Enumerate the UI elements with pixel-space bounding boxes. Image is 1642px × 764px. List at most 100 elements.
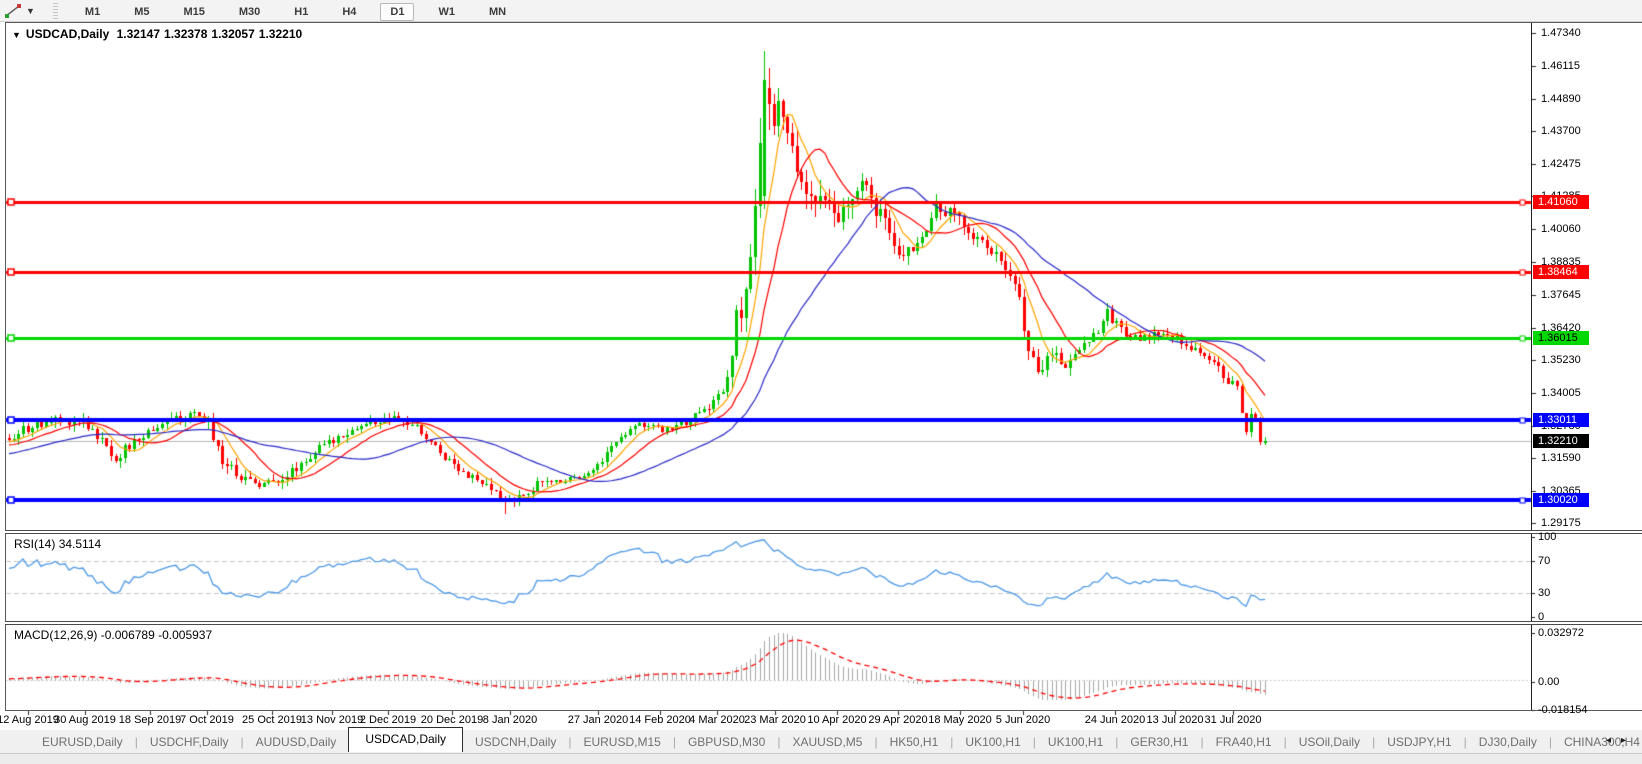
date-tick-label: 5 Jun 2020 <box>995 714 1051 726</box>
date-tick-label: 14 Feb 2020 <box>629 714 691 726</box>
date-tick-label: 25 Oct 2019 <box>242 714 302 726</box>
date-tick-label: 7 Oct 2019 <box>180 714 234 726</box>
panel-splitter-macd[interactable] <box>5 621 1642 625</box>
chart-tab[interactable]: GER30,H1 <box>1130 734 1189 749</box>
chart-tab[interactable]: USDCNH,Daily <box>475 734 557 749</box>
chart-tab[interactable]: UK100,H1 <box>1047 734 1104 749</box>
price-tick-label: 1.35230 <box>1541 353 1581 366</box>
price-line-badge: 1.41060 <box>1533 195 1589 210</box>
tab-separator: | <box>777 734 781 749</box>
window-border-left <box>5 22 6 711</box>
date-tick-label: 13 Nov 2019 <box>300 714 364 726</box>
chart-tab[interactable]: USDCHF,Daily <box>149 734 229 749</box>
date-tick-label: 27 Jan 2020 <box>567 714 629 726</box>
price-line-badge: 1.38464 <box>1533 265 1589 280</box>
rsi-axis-label: 100 <box>1538 531 1557 543</box>
tab-separator: | <box>1463 734 1467 749</box>
price-line-badge: 1.33011 <box>1533 412 1589 427</box>
chart-tab[interactable]: AUDUSD,Daily <box>255 734 337 749</box>
tab-separator: | <box>1032 734 1036 749</box>
timeframe-button-m5[interactable]: M5 <box>134 5 150 18</box>
macd-label: MACD(12,26,9) -0.006789 -0.005937 <box>14 628 213 642</box>
chart-tab[interactable]: UK100,H1 <box>965 734 1021 749</box>
date-tick-label: 30 Aug 2019 <box>54 714 116 726</box>
date-tick-label: 23 Mar 2020 <box>744 714 806 726</box>
chart-tab[interactable]: EURUSD,Daily <box>42 734 123 749</box>
tab-separator: | <box>568 734 572 749</box>
chart-tab[interactable]: DJ30,Daily <box>1478 734 1537 749</box>
timeframe-button-mn[interactable]: MN <box>488 5 507 18</box>
price-tick-label: 1.44890 <box>1541 93 1581 106</box>
macd-axis-label: -0.018154 <box>1538 703 1588 716</box>
tab-separator: | <box>240 734 244 749</box>
price-line-badge: 1.30020 <box>1533 493 1589 508</box>
price-tick-label: 1.46115 <box>1541 60 1580 73</box>
chart-title: ▼ USDCAD,Daily 1.32147 1.32378 1.32057 1.322… <box>12 27 306 41</box>
tab-separator: | <box>1283 734 1287 749</box>
price-tick-label: 1.40060 <box>1541 223 1581 236</box>
timeframe-button-m30[interactable]: M30 <box>238 5 261 18</box>
chart-tab[interactable]: GBPUSD,M30 <box>687 734 766 749</box>
date-tick-label: 31 Jul 2020 <box>1204 714 1262 726</box>
price-tick-label: 1.37645 <box>1541 288 1581 301</box>
price-tick-label: 1.29175 <box>1541 517 1581 529</box>
chart-tab[interactable]: HK50,H1 <box>889 734 939 749</box>
tab-separator: | <box>672 734 676 749</box>
price-tick-label: 1.43700 <box>1541 125 1581 138</box>
panel-splitter-rsi[interactable] <box>5 530 1642 534</box>
tab-scroll-right-icon[interactable]: ▸ <box>1620 735 1636 746</box>
chart-tab[interactable]: USDCAD,Daily <box>348 727 463 752</box>
date-tick-label: 29 Apr 2020 <box>868 714 928 726</box>
tab-bar-strip <box>0 753 1642 764</box>
tab-scroll-left-icon[interactable]: ◂ <box>1605 735 1621 746</box>
chart-tab[interactable]: USDJPY,H1 <box>1387 734 1452 749</box>
window-border-bottom <box>5 710 1642 711</box>
tab-separator: | <box>1548 734 1552 749</box>
chart-tab[interactable]: XAUUSD,M5 <box>792 734 863 749</box>
toolbar-grip <box>52 2 58 19</box>
timeframe-button-group: M1 M5 M15 M30 H1 H4 D1 W1 MN <box>68 2 523 21</box>
tab-separator: | <box>134 734 138 749</box>
current-price-badge: 1.32210 <box>1533 434 1589 449</box>
ohlc-high: 1.32378 <box>164 27 208 41</box>
macd-value: -0.006789 -0.005937 <box>100 628 213 642</box>
rsi-axis-label: 70 <box>1538 555 1551 567</box>
price-tick-label: 1.34005 <box>1541 386 1581 399</box>
date-tick-label: 18 May 2020 <box>928 714 992 726</box>
tab-scrolls: ◂▸ <box>1606 735 1636 746</box>
date-tick-label: 8 Jan 2020 <box>482 714 538 726</box>
symbol-label: USDCAD,Daily <box>25 27 110 41</box>
tab-separator: | <box>1372 734 1376 749</box>
chart-tab[interactable]: FRA40,H1 <box>1215 734 1272 749</box>
timeframe-button-h4[interactable]: H4 <box>342 5 357 18</box>
date-tick-label: 4 Mar 2020 <box>689 714 745 726</box>
date-tick-label: 10 Apr 2020 <box>807 714 867 726</box>
date-tick-label: 20 Dec 2019 <box>420 714 484 726</box>
timeframe-button-m1[interactable]: M1 <box>84 5 101 18</box>
chart-tab[interactable]: EURUSD,M15 <box>583 734 661 749</box>
price-tick-label: 1.36420 <box>1541 321 1581 334</box>
rsi-value: 34.5114 <box>58 537 102 551</box>
symbol-dropdown-icon[interactable]: ▼ <box>12 30 21 40</box>
ohlc-open: 1.32147 <box>116 27 161 41</box>
timeframe-button-d1[interactable]: D1 <box>380 2 415 21</box>
trendline-tool-icon[interactable] <box>2 2 24 20</box>
date-tick-label: 13 Jul 2020 <box>1146 714 1204 726</box>
ohlc-low: 1.32057 <box>211 27 255 41</box>
ohlc-close: 1.32210 <box>258 27 303 41</box>
price-tick-label: 1.42475 <box>1541 158 1581 171</box>
tab-separator: | <box>1200 734 1204 749</box>
chart-tab[interactable]: USOil,Daily <box>1298 734 1361 749</box>
tab-separator: | <box>1115 734 1119 749</box>
tool-dropdown-caret-icon[interactable]: ▼ <box>26 5 35 16</box>
chart-tab[interactable]: CHINA300,H4 <box>1563 734 1640 749</box>
rsi-axis-label: 30 <box>1538 587 1551 599</box>
timeframe-button-w1[interactable]: W1 <box>438 5 455 18</box>
date-tick-label: 18 Sep 2019 <box>118 714 182 726</box>
timeframe-button-h1[interactable]: H1 <box>294 5 309 18</box>
window-border-top <box>5 22 1642 23</box>
timeframe-button-m15[interactable]: M15 <box>183 5 205 18</box>
date-tick-label: 12 Aug 2019 <box>0 714 59 726</box>
